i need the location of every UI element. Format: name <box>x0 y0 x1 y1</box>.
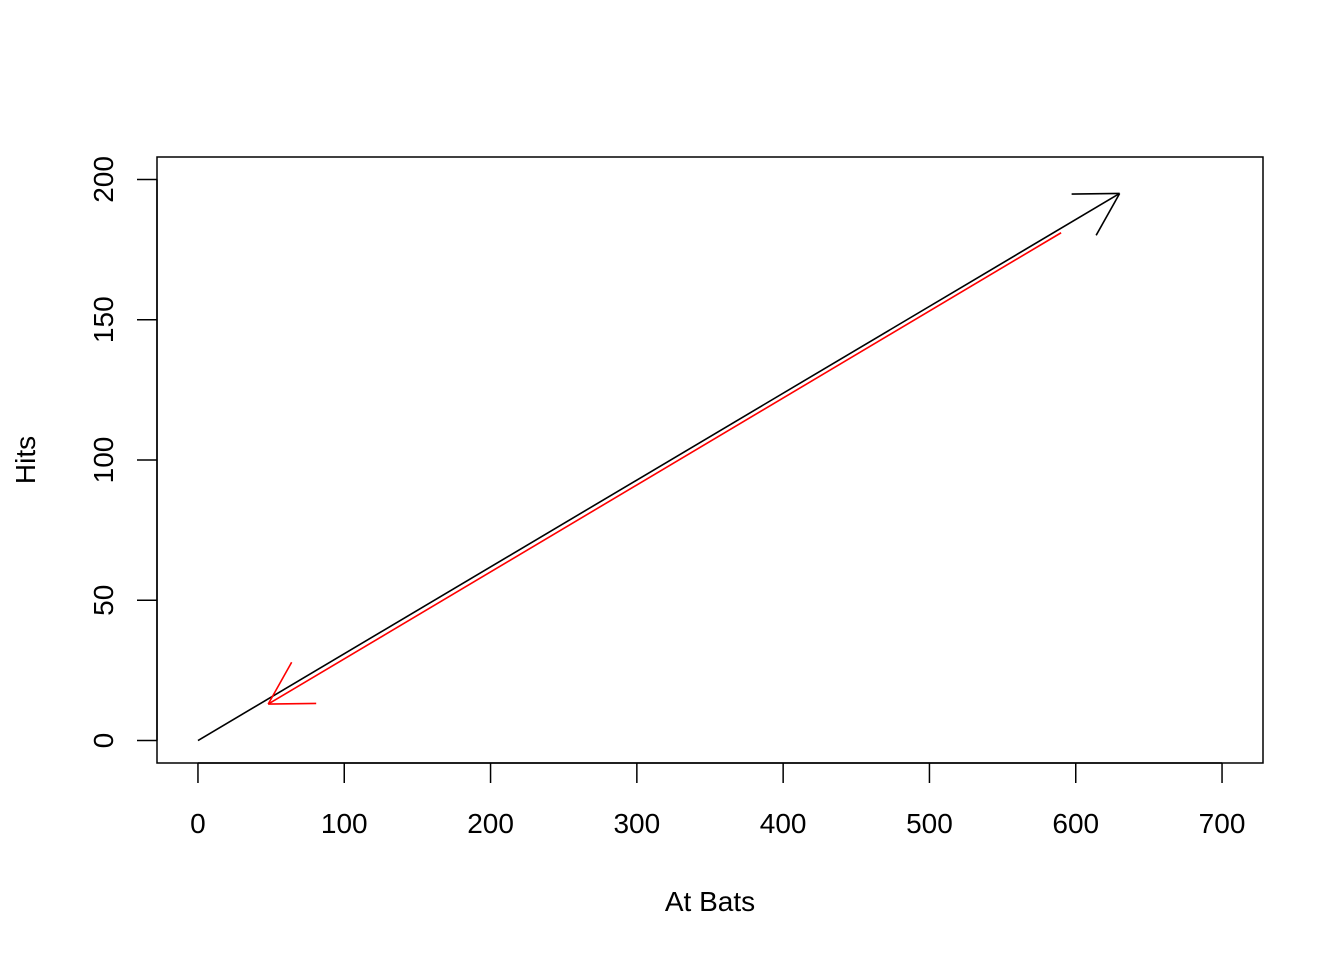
arrow-head-0 <box>1095 193 1121 236</box>
x-tick-label: 100 <box>321 808 368 839</box>
y-axis-label: Hits <box>10 436 41 484</box>
y-axis: 0 50 100 150 200 <box>88 156 158 749</box>
x-tick-label: 500 <box>906 808 953 839</box>
arrow-head-1 <box>267 661 293 705</box>
arrow-shaft-1 <box>267 232 1062 705</box>
y-tick-label: 200 <box>88 156 119 203</box>
arrow-head-1 <box>268 702 317 705</box>
x-tick-label: 300 <box>613 808 660 839</box>
data-marks <box>197 192 1121 742</box>
arrow-shaft-0 <box>197 192 1121 742</box>
y-tick-label: 100 <box>88 437 119 484</box>
x-axis: 0 100 200 300 400 500 600 700 <box>190 762 1246 839</box>
x-tick-label: 700 <box>1199 808 1246 839</box>
x-tick-label: 200 <box>467 808 514 839</box>
x-tick-label: 400 <box>760 808 807 839</box>
x-tick-label: 600 <box>1052 808 1099 839</box>
arrow-head-0 <box>1071 192 1120 195</box>
x-axis-label: At Bats <box>665 886 755 917</box>
y-tick-label: 150 <box>88 296 119 343</box>
y-tick-label: 0 <box>88 733 119 749</box>
x-tick-label: 0 <box>190 808 206 839</box>
y-tick-label: 50 <box>88 585 119 616</box>
